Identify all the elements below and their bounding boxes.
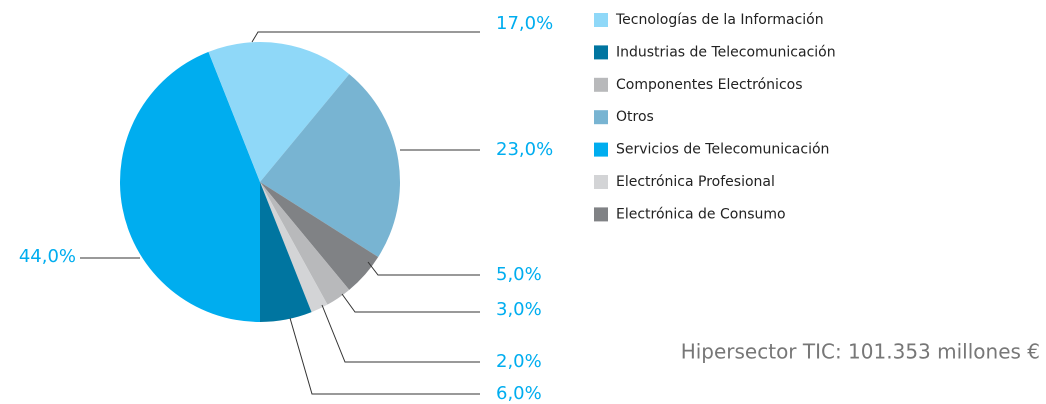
legend-swatch: [594, 175, 608, 189]
legend-label: Otros: [616, 109, 654, 125]
legend-label: Industrias de Telecomunicación: [616, 44, 836, 60]
data-label: 23,0%: [496, 139, 553, 160]
legend-swatch: [594, 207, 608, 222]
data-label: 5,0%: [496, 264, 542, 285]
data-label: 17,0%: [496, 13, 553, 34]
legend-swatch: [594, 77, 608, 92]
pie-slice: [260, 182, 350, 305]
pie-slice: [120, 51, 261, 322]
data-label: 3,0%: [496, 299, 542, 320]
pie-slice: [260, 182, 328, 313]
pie-slice: [260, 74, 400, 258]
legend-label: Tecnologías de la Información: [615, 12, 824, 28]
legend-label: Servicios de Telecomunicación: [616, 142, 829, 158]
legend-swatch: [594, 45, 608, 60]
data-label: 2,0%: [496, 351, 542, 372]
data-label: 44,0%: [19, 246, 76, 267]
annotation: Hipersector TIC: 101.353 millones €: [681, 340, 1040, 364]
legend-swatch: [594, 142, 608, 157]
leader-line: [341, 293, 480, 313]
pie-slice: [208, 42, 350, 182]
pie-slice: [260, 182, 312, 322]
pie-slice: [260, 182, 379, 290]
legend-swatch: [594, 13, 608, 27]
legend-label: Electrónica Profesional: [616, 174, 775, 190]
leader-line: [321, 304, 480, 363]
legend-label: Electrónica de Consumo: [616, 206, 786, 222]
leader-line: [289, 317, 480, 395]
leader-line: [251, 31, 480, 43]
legend-swatch: [594, 110, 608, 125]
data-label: 6,0%: [496, 383, 542, 404]
legend-label: Componentes Electrónicos: [616, 77, 803, 93]
leader-line: [367, 261, 480, 276]
